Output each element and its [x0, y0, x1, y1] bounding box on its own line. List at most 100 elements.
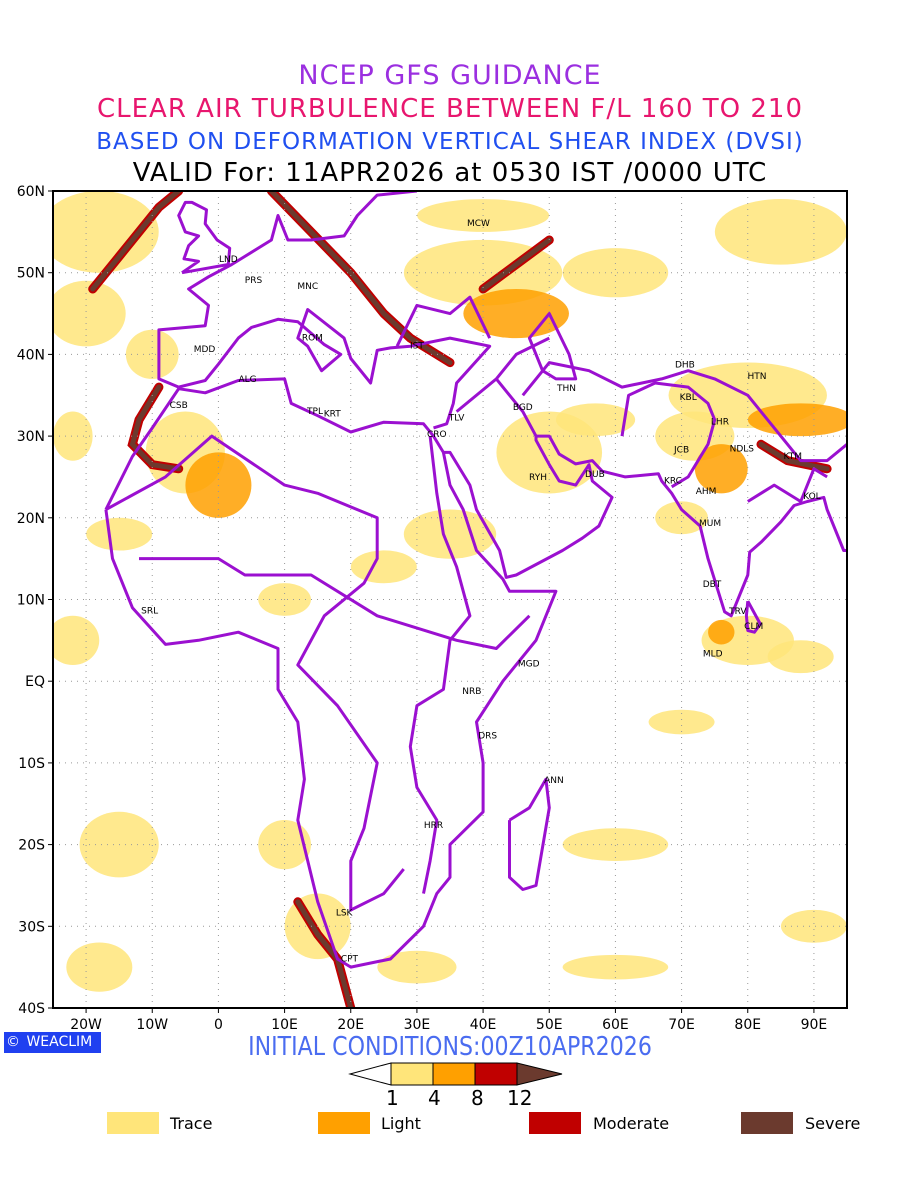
lon-tick-label: 60E: [602, 1017, 629, 1033]
title-valid-time: VALID For: 11APR2026 at 0530 IST /0000 U…: [132, 158, 768, 188]
map-layers: [53, 191, 847, 1008]
turbulence-area: [555, 403, 636, 437]
lon-tick-label: 90E: [801, 1017, 828, 1033]
turbulence-area: [648, 709, 715, 735]
country-boundary: [104, 377, 558, 969]
turbulence-area: [714, 199, 847, 265]
lat-tick-label: 40S: [18, 1001, 45, 1017]
station-label-ist: IST: [410, 342, 424, 352]
turbulence-area: [747, 403, 847, 437]
station-label-lnd: LND: [219, 255, 238, 265]
turbulence-area: [562, 828, 669, 861]
severe-band: [90, 191, 182, 292]
severe-band: [295, 899, 354, 1008]
turbulence-area: [53, 615, 100, 665]
station-label-krc: KRC: [664, 476, 682, 486]
station-label-clm: CLM: [744, 622, 763, 632]
severe-band: [758, 441, 830, 472]
country-boundary: [495, 377, 538, 437]
country-boundary: [443, 434, 847, 618]
legend-swatch-severe: [741, 1112, 793, 1134]
station-label-ktm: KTM: [784, 452, 802, 462]
lat-tick-label: EQ: [25, 674, 45, 690]
turbulence-area: [708, 619, 735, 645]
station-label-rom: ROM: [302, 333, 323, 343]
country-boundary: [177, 200, 232, 275]
station-label-ndls: NDLS: [730, 445, 755, 455]
station-label-alg: ALG: [238, 375, 256, 385]
station-label-kbl: KBL: [680, 393, 697, 403]
severe-band: [480, 237, 552, 292]
station-label-ann: ANN: [544, 776, 564, 786]
station-label-lsk: LSK: [336, 909, 354, 919]
lon-tick-label: 20W: [70, 1017, 102, 1033]
lon-tick-label: 30E: [404, 1017, 431, 1033]
turbulence-area: [767, 640, 834, 674]
lon-tick-label: 50E: [536, 1017, 563, 1033]
title-product: CLEAR AIR TURBULENCE BETWEEN F/L 160 TO …: [96, 94, 804, 124]
station-label-htn: HTN: [748, 372, 767, 382]
turbulence-area: [463, 288, 569, 339]
turbulence-area: [86, 517, 153, 551]
turbulence-area: [562, 954, 669, 980]
colorbar-label: 8: [471, 1086, 484, 1110]
country-boundary: [521, 361, 847, 463]
lon-tick-label: 10W: [136, 1017, 168, 1033]
country-boundary: [508, 777, 551, 891]
station-label-tpl: TPL: [306, 407, 323, 417]
turbulence-area: [53, 411, 93, 461]
station-label-kol: KOL: [803, 492, 821, 502]
legend-label-trace: Trace: [170, 1114, 213, 1133]
turbulence-area: [377, 950, 457, 984]
station-label-jcb: JCB: [673, 445, 689, 455]
lon-tick-label: 40E: [470, 1017, 497, 1033]
colorbar-label: 12: [507, 1086, 533, 1110]
country-boundary: [395, 295, 492, 347]
turbulence-area: [694, 444, 748, 494]
country-boundary: [527, 312, 578, 381]
lon-tick-label: 70E: [668, 1017, 695, 1033]
lat-tick-label: 20N: [17, 511, 45, 527]
station-label-mum: MUM: [699, 519, 721, 529]
severe-band: [268, 191, 453, 366]
colorbar-segment: [474, 1062, 518, 1086]
title-method: BASED ON DEFORMATION VERTICAL SHEAR INDE…: [96, 129, 804, 155]
station-label-trv: TRV: [728, 607, 747, 617]
legend-swatch-light: [318, 1112, 370, 1134]
station-label-mcw: MCW: [467, 219, 490, 229]
lat-tick-label: 50N: [17, 266, 45, 282]
lat-tick-label: 10S: [18, 756, 45, 772]
country-boundary: [105, 434, 405, 912]
legend-label-severe: Severe: [805, 1114, 861, 1133]
country-boundary: [139, 557, 531, 650]
station-label-dub: DUB: [585, 470, 605, 480]
station-label-csb: CSB: [170, 401, 188, 411]
lat-tick-label: 30S: [18, 919, 45, 935]
station-label-dbt: DBT: [703, 580, 722, 590]
copyright-icon: ©: [6, 1034, 20, 1050]
station-label-drs: DRS: [478, 731, 497, 741]
country-boundary: [747, 467, 828, 503]
turbulence-area: [562, 248, 669, 298]
station-label-prs: PRS: [245, 276, 263, 286]
country-boundary: [408, 435, 472, 894]
station-label-mdd: MDD: [194, 345, 216, 355]
colorbar-low-arrow: [348, 1062, 392, 1086]
turbulence-area: [125, 329, 179, 379]
turbulence-area: [350, 550, 417, 584]
station-label-thn: THN: [556, 384, 576, 394]
station-label-lhr: LHR: [711, 418, 729, 428]
country-boundary: [620, 381, 717, 489]
station-label-mnc: MNC: [297, 282, 318, 292]
severe-band: [129, 384, 182, 472]
lon-tick-label: 10E: [271, 1017, 298, 1033]
colorbar-label: 4: [428, 1086, 441, 1110]
colorbar-segment: [432, 1062, 476, 1086]
station-label-cpt: CPT: [341, 954, 359, 964]
lat-tick-label: 30N: [17, 429, 45, 445]
station-label-bgd: BGD: [513, 403, 533, 413]
colorbar-segment: [390, 1062, 434, 1086]
country-boundary: [455, 336, 550, 413]
